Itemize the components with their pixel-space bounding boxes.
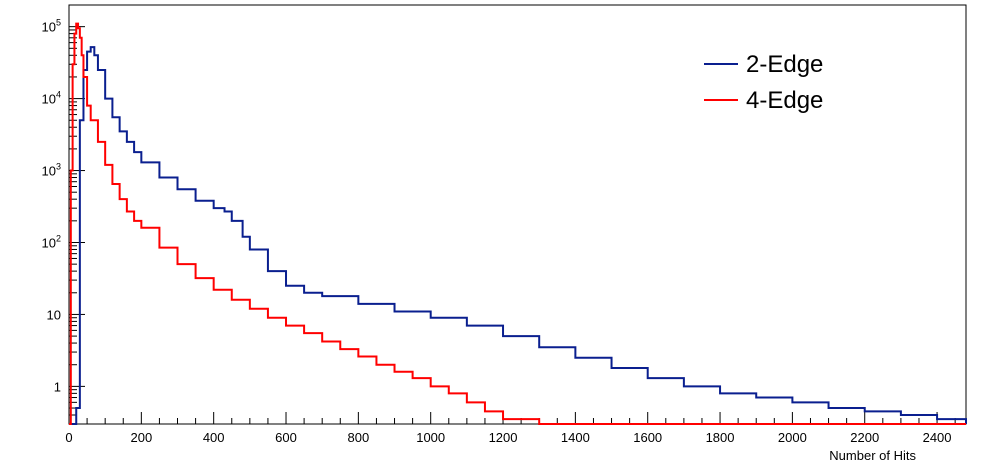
x-tick-label: 0 <box>65 430 72 445</box>
x-tick-label: 1800 <box>706 430 735 445</box>
x-tick-label: 2200 <box>850 430 879 445</box>
y-tick-label: 104 <box>42 90 61 107</box>
x-tick-label: 2400 <box>923 430 952 445</box>
y-tick-label: 102 <box>42 233 61 250</box>
x-tick-label: 1200 <box>489 430 518 445</box>
legend: 2-Edge 4-Edge <box>704 51 823 114</box>
legend-label-4-edge: 4-Edge <box>746 87 823 114</box>
x-tick-label: 1600 <box>633 430 662 445</box>
x-tick-label: 1000 <box>416 430 445 445</box>
x-tick-label: 200 <box>130 430 152 445</box>
y-tick-label: 103 <box>42 162 61 179</box>
series-line-4-edge <box>69 22 966 425</box>
x-tick-label: 600 <box>275 430 297 445</box>
x-tick-label: 2000 <box>778 430 807 445</box>
series-line-2-edge <box>69 46 967 425</box>
plot-frame <box>68 4 967 425</box>
x-tick-label: 1400 <box>561 430 590 445</box>
legend-label-2-edge: 2-Edge <box>746 51 823 78</box>
series-layer <box>69 22 967 425</box>
y-tick-label: 105 <box>42 18 61 35</box>
x-axis-ticks: 0 200 400 600 800 1000 1200 1400 1600 1800 2000 220… <box>65 412 956 445</box>
y-tick-label: 1 <box>54 379 61 394</box>
x-tick-label: 800 <box>348 430 370 445</box>
y-tick-label: 10 <box>47 307 61 322</box>
x-axis-title: Number of Hits <box>829 448 916 463</box>
x-tick-label: 400 <box>203 430 225 445</box>
